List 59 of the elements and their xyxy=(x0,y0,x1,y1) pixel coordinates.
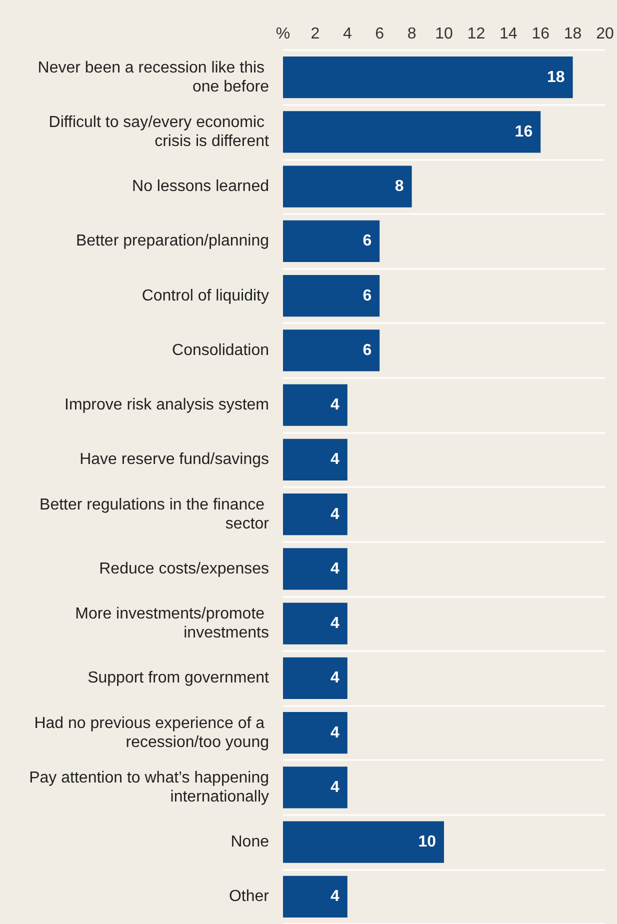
y-tick-label: Pay attention to what’s happening internationally xyxy=(29,769,269,806)
x-tick-label: 16 xyxy=(532,26,550,42)
bar xyxy=(283,166,412,208)
bar xyxy=(283,712,348,754)
x-tick-label: 18 xyxy=(564,26,582,42)
y-tick-label: Other xyxy=(228,888,270,906)
bar xyxy=(283,766,348,808)
data-label: 6 xyxy=(362,287,372,304)
x-tick-label: 2 xyxy=(310,26,320,42)
bar xyxy=(283,602,348,644)
bar xyxy=(283,220,380,262)
x-tick-label: 6 xyxy=(375,26,384,42)
y-tick-label: Support from government xyxy=(88,670,270,687)
y-tick-label: More investments/promote investments xyxy=(75,606,269,642)
x-tick-label: 14 xyxy=(500,26,518,42)
x-tick-label: 12 xyxy=(467,26,486,42)
bar xyxy=(283,494,348,536)
x-tick-label: 4 xyxy=(342,26,352,42)
bar xyxy=(283,657,348,699)
bar xyxy=(283,876,348,918)
y-tick-label: Difficult to say/every economic crisis is different xyxy=(48,114,270,150)
data-label: 4 xyxy=(330,888,340,906)
bar xyxy=(283,438,348,480)
data-label: 6 xyxy=(362,342,372,359)
y-tick-label: Consolidation xyxy=(172,342,269,359)
data-label: 6 xyxy=(362,232,372,250)
data-label: 4 xyxy=(330,724,340,742)
y-tick-label: Reduce costs/expenses xyxy=(99,560,269,578)
y-tick-label: Had no previous experience of a recession/too young xyxy=(34,714,269,751)
y-tick-label: Better preparation/planning xyxy=(76,232,269,250)
y-tick-label: No lessons learned xyxy=(132,178,269,196)
y-tick-label: Improve risk analysis system xyxy=(64,396,269,414)
bar xyxy=(283,384,348,426)
data-label: 4 xyxy=(330,506,340,523)
y-tick-label: Never been a recession like this one before xyxy=(38,59,270,96)
y-tick-label: Control of liquidity xyxy=(142,287,269,304)
data-label: 18 xyxy=(547,68,565,86)
bar xyxy=(283,275,380,317)
bar xyxy=(283,111,541,153)
data-label: 16 xyxy=(514,123,533,140)
data-label: 8 xyxy=(394,178,404,196)
data-label: 4 xyxy=(330,560,340,578)
x-tick-label: % xyxy=(276,26,290,42)
x-tick-label: 8 xyxy=(407,26,416,42)
y-tick-label: None xyxy=(230,834,270,851)
data-label: 10 xyxy=(418,834,436,851)
data-label: 4 xyxy=(330,615,340,632)
bar xyxy=(283,56,573,98)
x-tick-label: 10 xyxy=(435,26,453,42)
y-tick-label: Better regulations in the finance sector xyxy=(40,496,270,532)
bar xyxy=(283,821,444,863)
data-label: 4 xyxy=(330,670,340,687)
bar xyxy=(283,548,348,590)
data-label: 4 xyxy=(330,451,340,468)
data-label: 4 xyxy=(330,778,340,796)
x-tick-label: 20 xyxy=(596,26,614,42)
data-label: 4 xyxy=(330,396,340,414)
bar xyxy=(283,330,380,372)
y-tick-label: Have reserve fund/savings xyxy=(80,451,269,468)
